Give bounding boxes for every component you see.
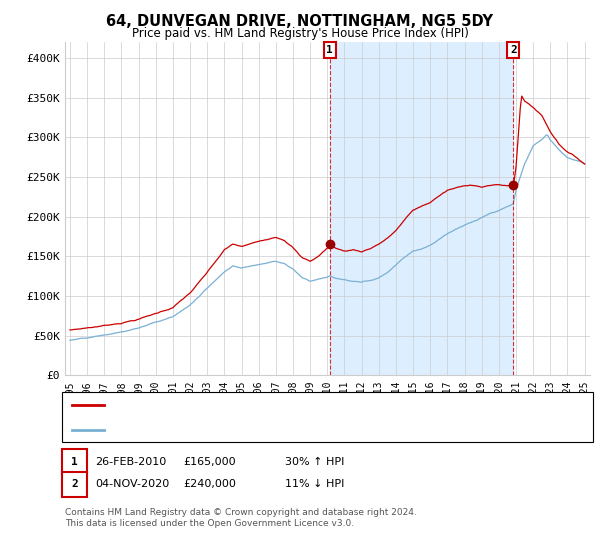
Text: HPI: Average price, detached house, City of Nottingham: HPI: Average price, detached house, City… — [110, 424, 401, 435]
Text: £240,000: £240,000 — [183, 479, 236, 489]
Text: 1: 1 — [326, 45, 333, 55]
Text: 04-NOV-2020: 04-NOV-2020 — [95, 479, 169, 489]
Text: £165,000: £165,000 — [183, 457, 236, 467]
Text: 64, DUNVEGAN DRIVE, NOTTINGHAM, NG5 5DY (detached house): 64, DUNVEGAN DRIVE, NOTTINGHAM, NG5 5DY … — [110, 400, 449, 410]
Text: 64, DUNVEGAN DRIVE, NOTTINGHAM, NG5 5DY: 64, DUNVEGAN DRIVE, NOTTINGHAM, NG5 5DY — [107, 14, 493, 29]
Text: Contains HM Land Registry data © Crown copyright and database right 2024.
This d: Contains HM Land Registry data © Crown c… — [65, 508, 416, 528]
Text: 2: 2 — [71, 479, 78, 489]
Text: 30% ↑ HPI: 30% ↑ HPI — [285, 457, 344, 467]
Bar — [330, 42, 513, 375]
Text: 11% ↓ HPI: 11% ↓ HPI — [285, 479, 344, 489]
Text: 26-FEB-2010: 26-FEB-2010 — [95, 457, 166, 467]
Text: 1: 1 — [71, 457, 78, 467]
Text: 2: 2 — [510, 45, 517, 55]
Text: Price paid vs. HM Land Registry's House Price Index (HPI): Price paid vs. HM Land Registry's House … — [131, 27, 469, 40]
